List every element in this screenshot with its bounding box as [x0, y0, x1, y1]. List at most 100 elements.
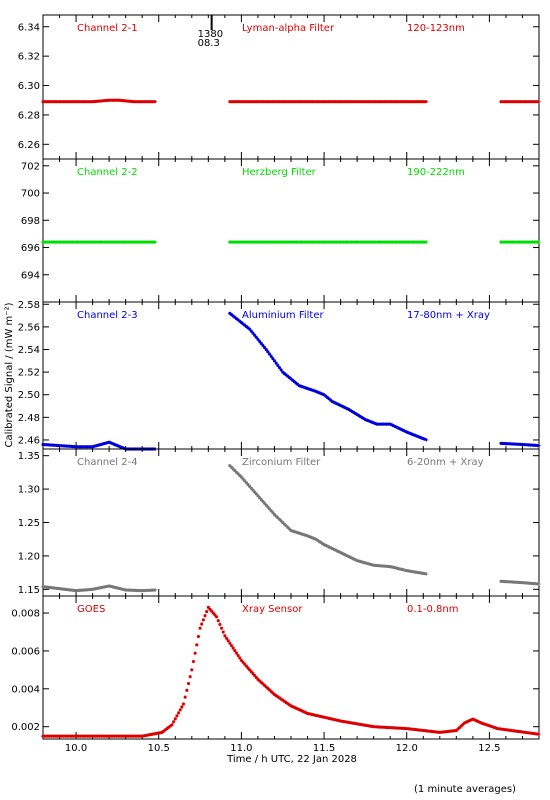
y-tick-label: 2.50: [18, 390, 40, 401]
data-point: [402, 240, 407, 244]
data-point: [294, 100, 298, 104]
data-point: [71, 588, 75, 592]
data-point: [361, 723, 365, 727]
data-point: [424, 100, 429, 104]
data-point: [343, 553, 348, 557]
data-point: [223, 634, 227, 638]
data-point: [356, 722, 360, 726]
data-point: [122, 446, 126, 450]
data-point: [396, 100, 400, 104]
data-point: [424, 438, 429, 442]
data-point: [335, 402, 339, 406]
data-point: [345, 720, 350, 724]
data-point: [148, 240, 152, 244]
data-point: [496, 726, 500, 731]
data-point: [108, 734, 112, 738]
data-point: [415, 728, 419, 732]
data-point: [248, 240, 252, 244]
data-point: [133, 100, 138, 104]
data-point: [459, 724, 463, 728]
data-point: [279, 697, 283, 701]
data-point: [267, 100, 271, 104]
data-point: [316, 240, 320, 244]
data-point: [238, 240, 242, 244]
data-point: [510, 442, 515, 446]
data-point: [309, 535, 313, 539]
data-point: [279, 368, 283, 372]
data-point: [101, 734, 105, 738]
data-point: [401, 428, 406, 433]
data-point: [168, 724, 172, 728]
data-point: [94, 587, 98, 591]
data-point: [454, 728, 458, 733]
data-point: [486, 723, 490, 727]
data-point: [289, 240, 293, 244]
data-point: [530, 240, 534, 244]
data-point: [153, 732, 158, 736]
data-point: [133, 734, 137, 738]
data-point: [522, 442, 526, 447]
data-point: [60, 240, 64, 244]
data-point: [49, 586, 53, 590]
data-point: [99, 240, 103, 244]
data-point: [372, 563, 376, 567]
data-point: [107, 98, 111, 102]
data-point: [297, 240, 301, 244]
data-point: [423, 572, 427, 576]
data-point: [255, 240, 259, 244]
data-point: [474, 719, 478, 723]
data-point: [145, 100, 149, 104]
data-series: [41, 464, 541, 593]
data-point: [46, 100, 50, 104]
data-point: [305, 711, 310, 716]
data-point: [328, 100, 332, 104]
data-point: [302, 533, 306, 537]
data-point: [332, 400, 336, 404]
data-point: [246, 240, 251, 244]
data-point: [372, 725, 376, 729]
x-tick-label: 12.5: [478, 743, 500, 754]
data-point: [294, 530, 298, 534]
data-point: [97, 586, 101, 590]
data-point: [350, 240, 354, 244]
data-point: [347, 720, 351, 725]
data-point: [56, 443, 60, 448]
y-tick-label: 696: [21, 243, 40, 254]
data-point: [46, 585, 50, 589]
data-point: [319, 715, 324, 719]
data-point: [284, 373, 288, 377]
data-point: [513, 729, 517, 733]
data-point: [385, 422, 389, 426]
data-point: [117, 98, 121, 102]
data-point: [233, 648, 237, 653]
data-point: [68, 100, 72, 104]
data-point: [323, 240, 327, 244]
data-point: [147, 733, 151, 737]
data-point: [228, 641, 232, 645]
data-point: [363, 418, 367, 422]
data-point: [253, 333, 257, 337]
data-point: [195, 643, 199, 647]
data-point: [176, 711, 181, 715]
data-point: [331, 100, 335, 104]
data-point: [91, 587, 95, 591]
data-point: [299, 100, 303, 104]
data-point: [170, 723, 174, 727]
data-point: [502, 727, 507, 732]
data-point: [82, 240, 86, 244]
data-point: [74, 445, 78, 449]
data-point: [406, 569, 410, 573]
data-point: [292, 380, 296, 384]
data-point: [287, 100, 291, 104]
data-point: [198, 626, 202, 630]
data-point: [381, 422, 386, 426]
data-point: [251, 672, 255, 676]
data-point: [436, 730, 440, 734]
data-point: [504, 728, 508, 732]
data-point: [527, 443, 531, 447]
data-point: [111, 734, 115, 738]
data-point: [137, 734, 141, 738]
data-point: [67, 734, 71, 738]
data-point: [537, 732, 541, 736]
